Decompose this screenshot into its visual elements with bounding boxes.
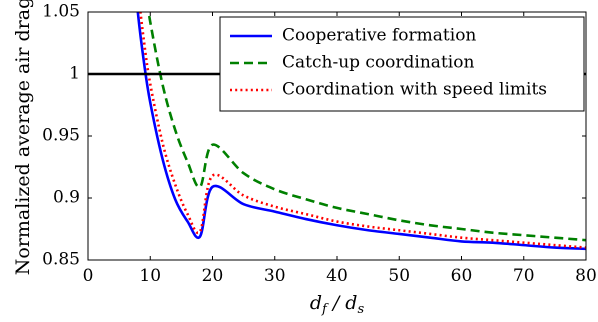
y-tick-label: 0.9 <box>53 188 80 208</box>
legend-box <box>219 16 585 112</box>
x-tick-label: 70 <box>513 266 535 286</box>
legend-label-2: Catch-up coordination <box>282 53 474 73</box>
legend-label-3: Coordination with speed limits <box>282 80 547 100</box>
series-line-1 <box>136 12 586 251</box>
x-tick-label: 60 <box>451 266 473 286</box>
x-axis-label: df / ds <box>310 292 365 317</box>
y-axis-label: Normalized average air drag <box>12 0 34 275</box>
legend-label-1: Cooperative formation <box>282 26 476 46</box>
series-layer <box>136 12 586 251</box>
legend: Cooperative formation Catch-up coordinati… <box>219 16 585 112</box>
tick-layer: 0 10 20 30 40 50 60 70 80 0.85 0.9 0.95 1 1.05 <box>42 2 597 287</box>
x-tick-label: 50 <box>388 266 410 286</box>
x-tick-label: 80 <box>575 266 597 286</box>
series-line-2 <box>147 12 586 242</box>
x-tick-label: 30 <box>264 266 286 286</box>
y-tick-label: 0.95 <box>42 126 80 146</box>
y-tick-label: 0.85 <box>42 250 80 270</box>
x-tick-label: 0 <box>83 266 94 286</box>
x-tick-label: 40 <box>326 266 348 286</box>
y-tick-label: 1.05 <box>42 2 80 22</box>
y-tick-label: 1 <box>69 64 80 84</box>
x-tick-label: 20 <box>202 266 224 286</box>
x-tick-label: 10 <box>139 266 161 286</box>
